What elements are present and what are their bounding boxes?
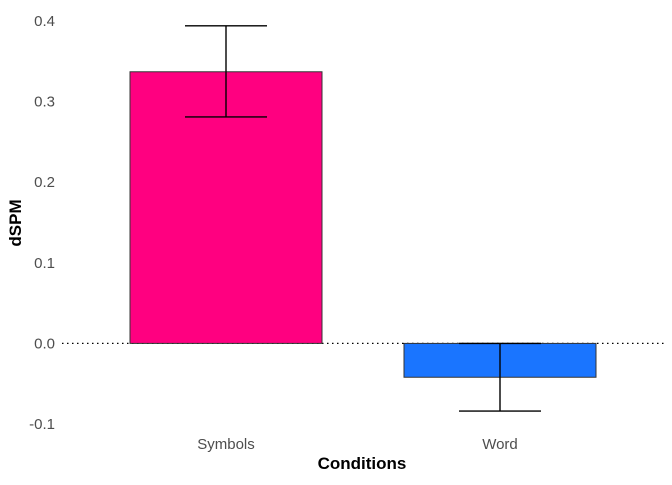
- error-bars-group: [185, 25, 541, 412]
- y-tick-label: -0.1: [29, 416, 55, 433]
- y-tick-label: 0.2: [34, 174, 55, 191]
- x-tick-labels: Symbols Word: [197, 436, 518, 453]
- x-axis-title: Conditions: [318, 454, 407, 473]
- x-tick-label-symbols: Symbols: [197, 436, 255, 453]
- y-tick-labels: -0.1 0.0 0.1 0.2 0.3 0.4: [29, 13, 55, 433]
- y-tick-label: 0.0: [34, 335, 55, 352]
- y-tick-label: 0.1: [34, 255, 55, 272]
- y-tick-label: 0.3: [34, 94, 55, 111]
- y-tick-label: 0.4: [34, 13, 55, 30]
- x-tick-label-word: Word: [482, 436, 518, 453]
- y-axis-title: dSPM: [6, 199, 25, 246]
